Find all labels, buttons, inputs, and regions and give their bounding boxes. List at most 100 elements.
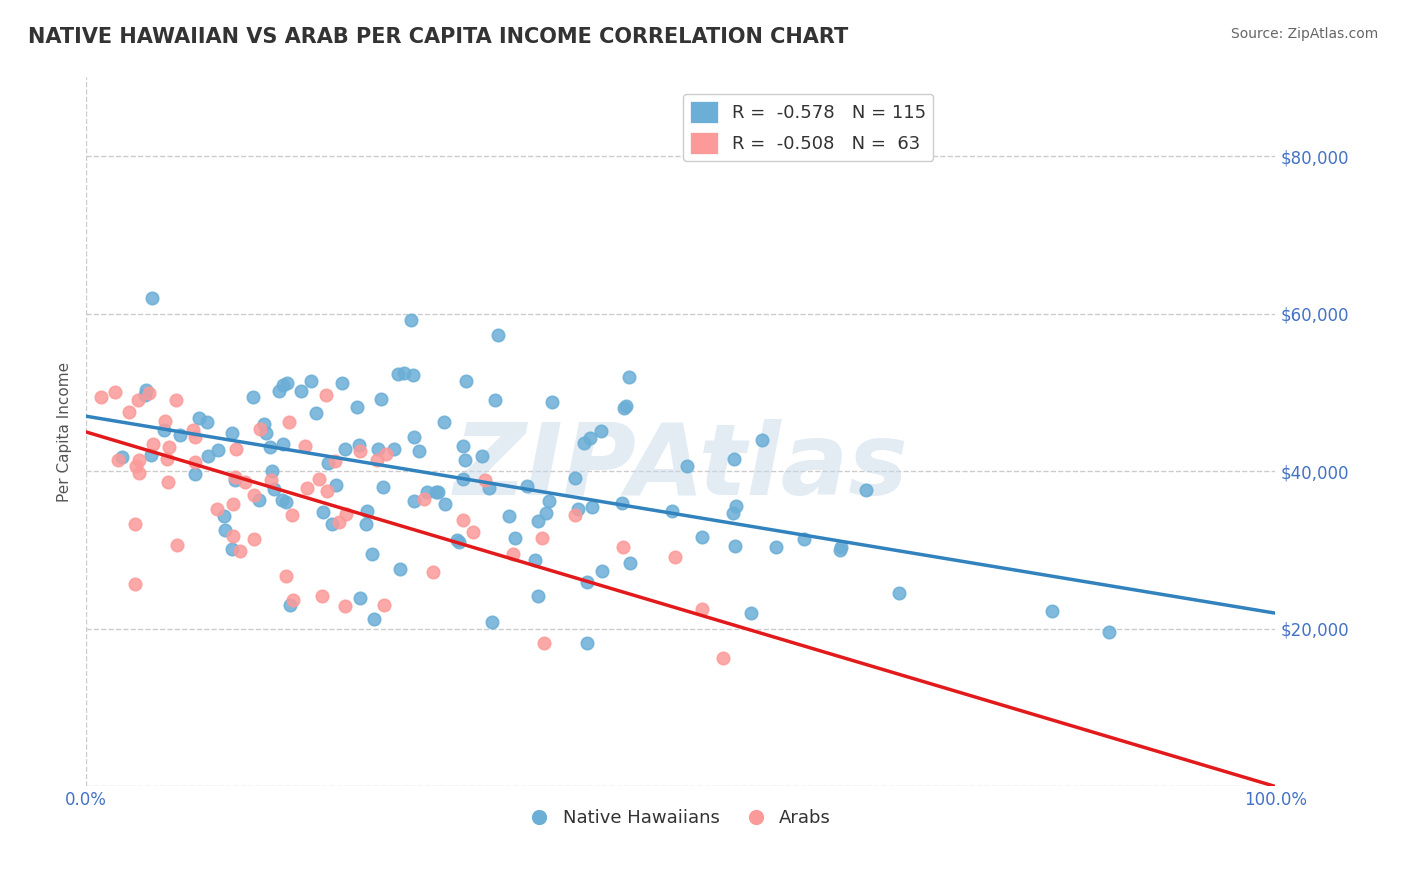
Point [471,450,494,464]
Point [572,435,595,450]
Point [387,367,409,381]
Point [224,469,246,483]
Point [614,399,637,413]
Point [502,547,524,561]
Point [591,564,613,578]
Point [723,451,745,466]
Point [311,589,333,603]
Point [111,450,134,464]
Point [225,442,247,457]
Point [564,508,586,522]
Point [690,530,713,544]
Point [451,439,474,453]
Point [333,599,356,614]
Point [318,456,340,470]
Point [242,533,264,547]
Point [135,383,157,397]
Point [478,481,501,495]
Point [366,453,388,467]
Point [197,449,219,463]
Point [765,541,787,555]
Point [422,565,444,579]
Point [156,452,179,467]
Point [384,442,406,456]
Point [404,494,426,508]
Point [271,377,294,392]
Point [612,540,634,554]
Point [297,481,319,495]
Point [567,502,589,516]
Point [374,447,396,461]
Point [205,501,228,516]
Point [138,386,160,401]
Point [221,542,243,557]
Point [316,483,339,498]
Point [540,395,562,409]
Point [349,591,371,606]
Point [889,586,911,600]
Point [346,401,368,415]
Point [579,431,602,445]
Point [392,366,415,380]
Point [356,504,378,518]
Point [690,602,713,616]
Point [461,524,484,539]
Point [308,472,330,486]
Point [157,440,180,454]
Point [278,598,301,612]
Point [321,516,343,531]
Point [335,507,357,521]
Point [233,475,256,489]
Point [90,390,112,404]
Point [349,438,371,452]
Point [276,569,298,583]
Point [281,593,304,607]
Point [610,496,633,510]
Point [855,483,877,497]
Point [249,493,271,508]
Point [349,444,371,458]
Point [104,384,127,399]
Point [456,375,478,389]
Point [253,417,276,432]
Point [612,401,634,415]
Point [536,506,558,520]
Point [260,473,283,487]
Point [481,615,503,629]
Point [107,453,129,467]
Point [153,423,176,437]
Point [259,440,281,454]
Point [127,392,149,407]
Point [575,574,598,589]
Point [589,424,612,438]
Point [165,392,187,407]
Point [118,405,141,419]
Point [388,562,411,576]
Point [361,548,384,562]
Point [619,556,641,570]
Point [124,576,146,591]
Point [527,589,550,603]
Point [711,650,734,665]
Point [184,455,207,469]
Point [271,493,294,508]
Point [581,500,603,514]
Point [254,426,277,441]
Point [740,606,762,620]
Point [664,549,686,564]
Point [484,392,506,407]
Point [354,516,377,531]
Point [523,553,546,567]
Point [222,529,245,543]
Point [1098,625,1121,640]
Legend: Native Hawaiians, Arabs: Native Hawaiians, Arabs [523,802,838,834]
Point [184,467,207,481]
Point [221,426,243,441]
Point [676,458,699,473]
Point [328,515,350,529]
Point [141,291,163,305]
Point [661,503,683,517]
Point [402,430,425,444]
Text: Source: ZipAtlas.com: Source: ZipAtlas.com [1230,27,1378,41]
Point [125,459,148,474]
